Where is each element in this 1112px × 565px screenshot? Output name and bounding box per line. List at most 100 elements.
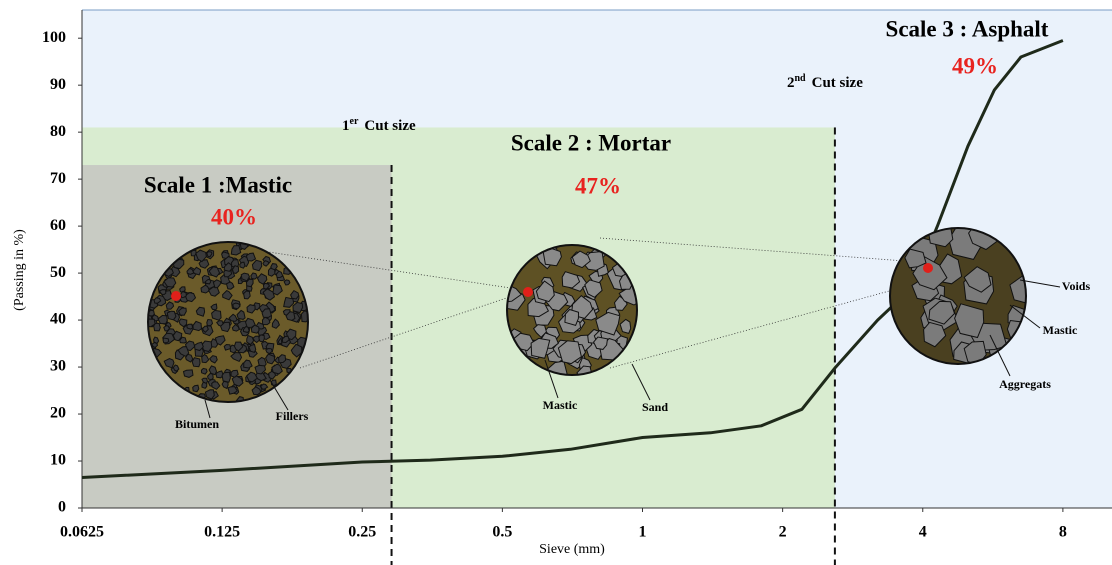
grain — [200, 367, 208, 375]
y-tick-label: 0 — [58, 499, 66, 516]
zone-title: Scale 3 : Asphalt — [886, 16, 1049, 41]
x-tick-label: 1 — [639, 524, 647, 541]
grain — [963, 340, 987, 364]
x-tick-label: 0.125 — [204, 524, 240, 541]
grain — [262, 260, 270, 267]
grain — [290, 343, 303, 358]
grain — [245, 278, 254, 288]
zone-title: Scale 1 :Mastic — [144, 172, 292, 197]
grain — [172, 364, 180, 372]
grain — [228, 313, 238, 322]
annotation: Bitumen — [175, 417, 219, 431]
y-tick-label: 100 — [42, 29, 66, 46]
grain — [246, 334, 255, 346]
grain — [231, 265, 240, 274]
grain — [268, 370, 277, 380]
leader — [269, 379, 289, 411]
grain — [158, 289, 167, 296]
grain — [250, 324, 260, 334]
y-tick-label: 40 — [50, 311, 66, 328]
leader — [989, 334, 1011, 377]
grain — [191, 357, 201, 368]
grain — [193, 341, 204, 352]
cut-label: 1er Cut size — [342, 116, 416, 134]
grain — [260, 383, 269, 390]
grain — [209, 355, 218, 364]
annotation: Aggregats — [999, 377, 1051, 391]
zone-title: Scale 2 : Mortar — [511, 130, 671, 155]
grain — [557, 340, 582, 365]
grain — [206, 318, 214, 327]
grain — [230, 245, 242, 256]
grain — [221, 371, 231, 383]
grain — [207, 372, 214, 381]
grain — [185, 340, 196, 352]
grain — [200, 284, 211, 294]
y-tick-label: 70 — [50, 170, 66, 187]
x-tick-label: 0.5 — [492, 524, 512, 541]
annotation: Fillers — [276, 409, 309, 423]
grain — [186, 323, 194, 330]
cut-superscript: nd — [795, 73, 807, 84]
y-tick-label: 30 — [50, 358, 66, 375]
grain — [157, 314, 168, 325]
grain — [201, 353, 210, 364]
grain — [923, 321, 947, 348]
grain — [243, 290, 251, 300]
cut-text: Cut size — [364, 118, 416, 134]
grain — [230, 369, 239, 378]
grain — [177, 307, 187, 316]
grain — [204, 278, 212, 285]
grain — [185, 353, 194, 363]
grain — [532, 324, 547, 339]
grain — [904, 248, 927, 269]
grain — [179, 336, 187, 344]
grain — [245, 252, 257, 262]
connector — [227, 245, 525, 291]
grain — [285, 328, 297, 341]
grain — [192, 384, 200, 393]
grain — [233, 341, 244, 352]
zone-percent: 49% — [952, 53, 998, 78]
grain — [244, 317, 256, 329]
grain — [928, 300, 956, 325]
annotation: Voids — [1062, 279, 1091, 293]
grain — [223, 343, 232, 351]
grain — [954, 303, 985, 339]
grain — [192, 320, 203, 332]
y-axis-label: (Passing in %) — [12, 229, 27, 311]
grain — [239, 261, 246, 269]
grain — [195, 306, 206, 317]
grain — [186, 267, 195, 275]
grain — [290, 289, 300, 300]
connector — [599, 237, 919, 263]
grain — [267, 267, 276, 277]
x-tick-label: 0.0625 — [60, 524, 104, 541]
grains — [148, 242, 308, 402]
x-tick-label: 0.25 — [348, 524, 376, 541]
grain — [182, 369, 194, 378]
grain — [222, 290, 233, 301]
grain — [271, 318, 280, 329]
grain — [204, 389, 215, 400]
grain — [256, 273, 268, 285]
grain — [243, 359, 253, 369]
mixture-outline — [889, 227, 1027, 365]
grain — [246, 304, 256, 314]
x-axis-label: Sieve (mm) — [539, 542, 605, 557]
mixture-outline — [506, 244, 638, 376]
red-marker — [923, 263, 933, 273]
leader — [631, 363, 651, 401]
grain — [593, 336, 609, 350]
grain — [261, 308, 272, 318]
grain — [211, 381, 221, 390]
grain — [595, 311, 621, 336]
grain — [271, 363, 283, 375]
connector — [299, 291, 525, 369]
leader — [1009, 304, 1041, 329]
grain — [153, 297, 162, 304]
zone-percent: 47% — [575, 173, 621, 198]
grain — [292, 301, 304, 314]
mixture-illustration — [506, 244, 638, 376]
